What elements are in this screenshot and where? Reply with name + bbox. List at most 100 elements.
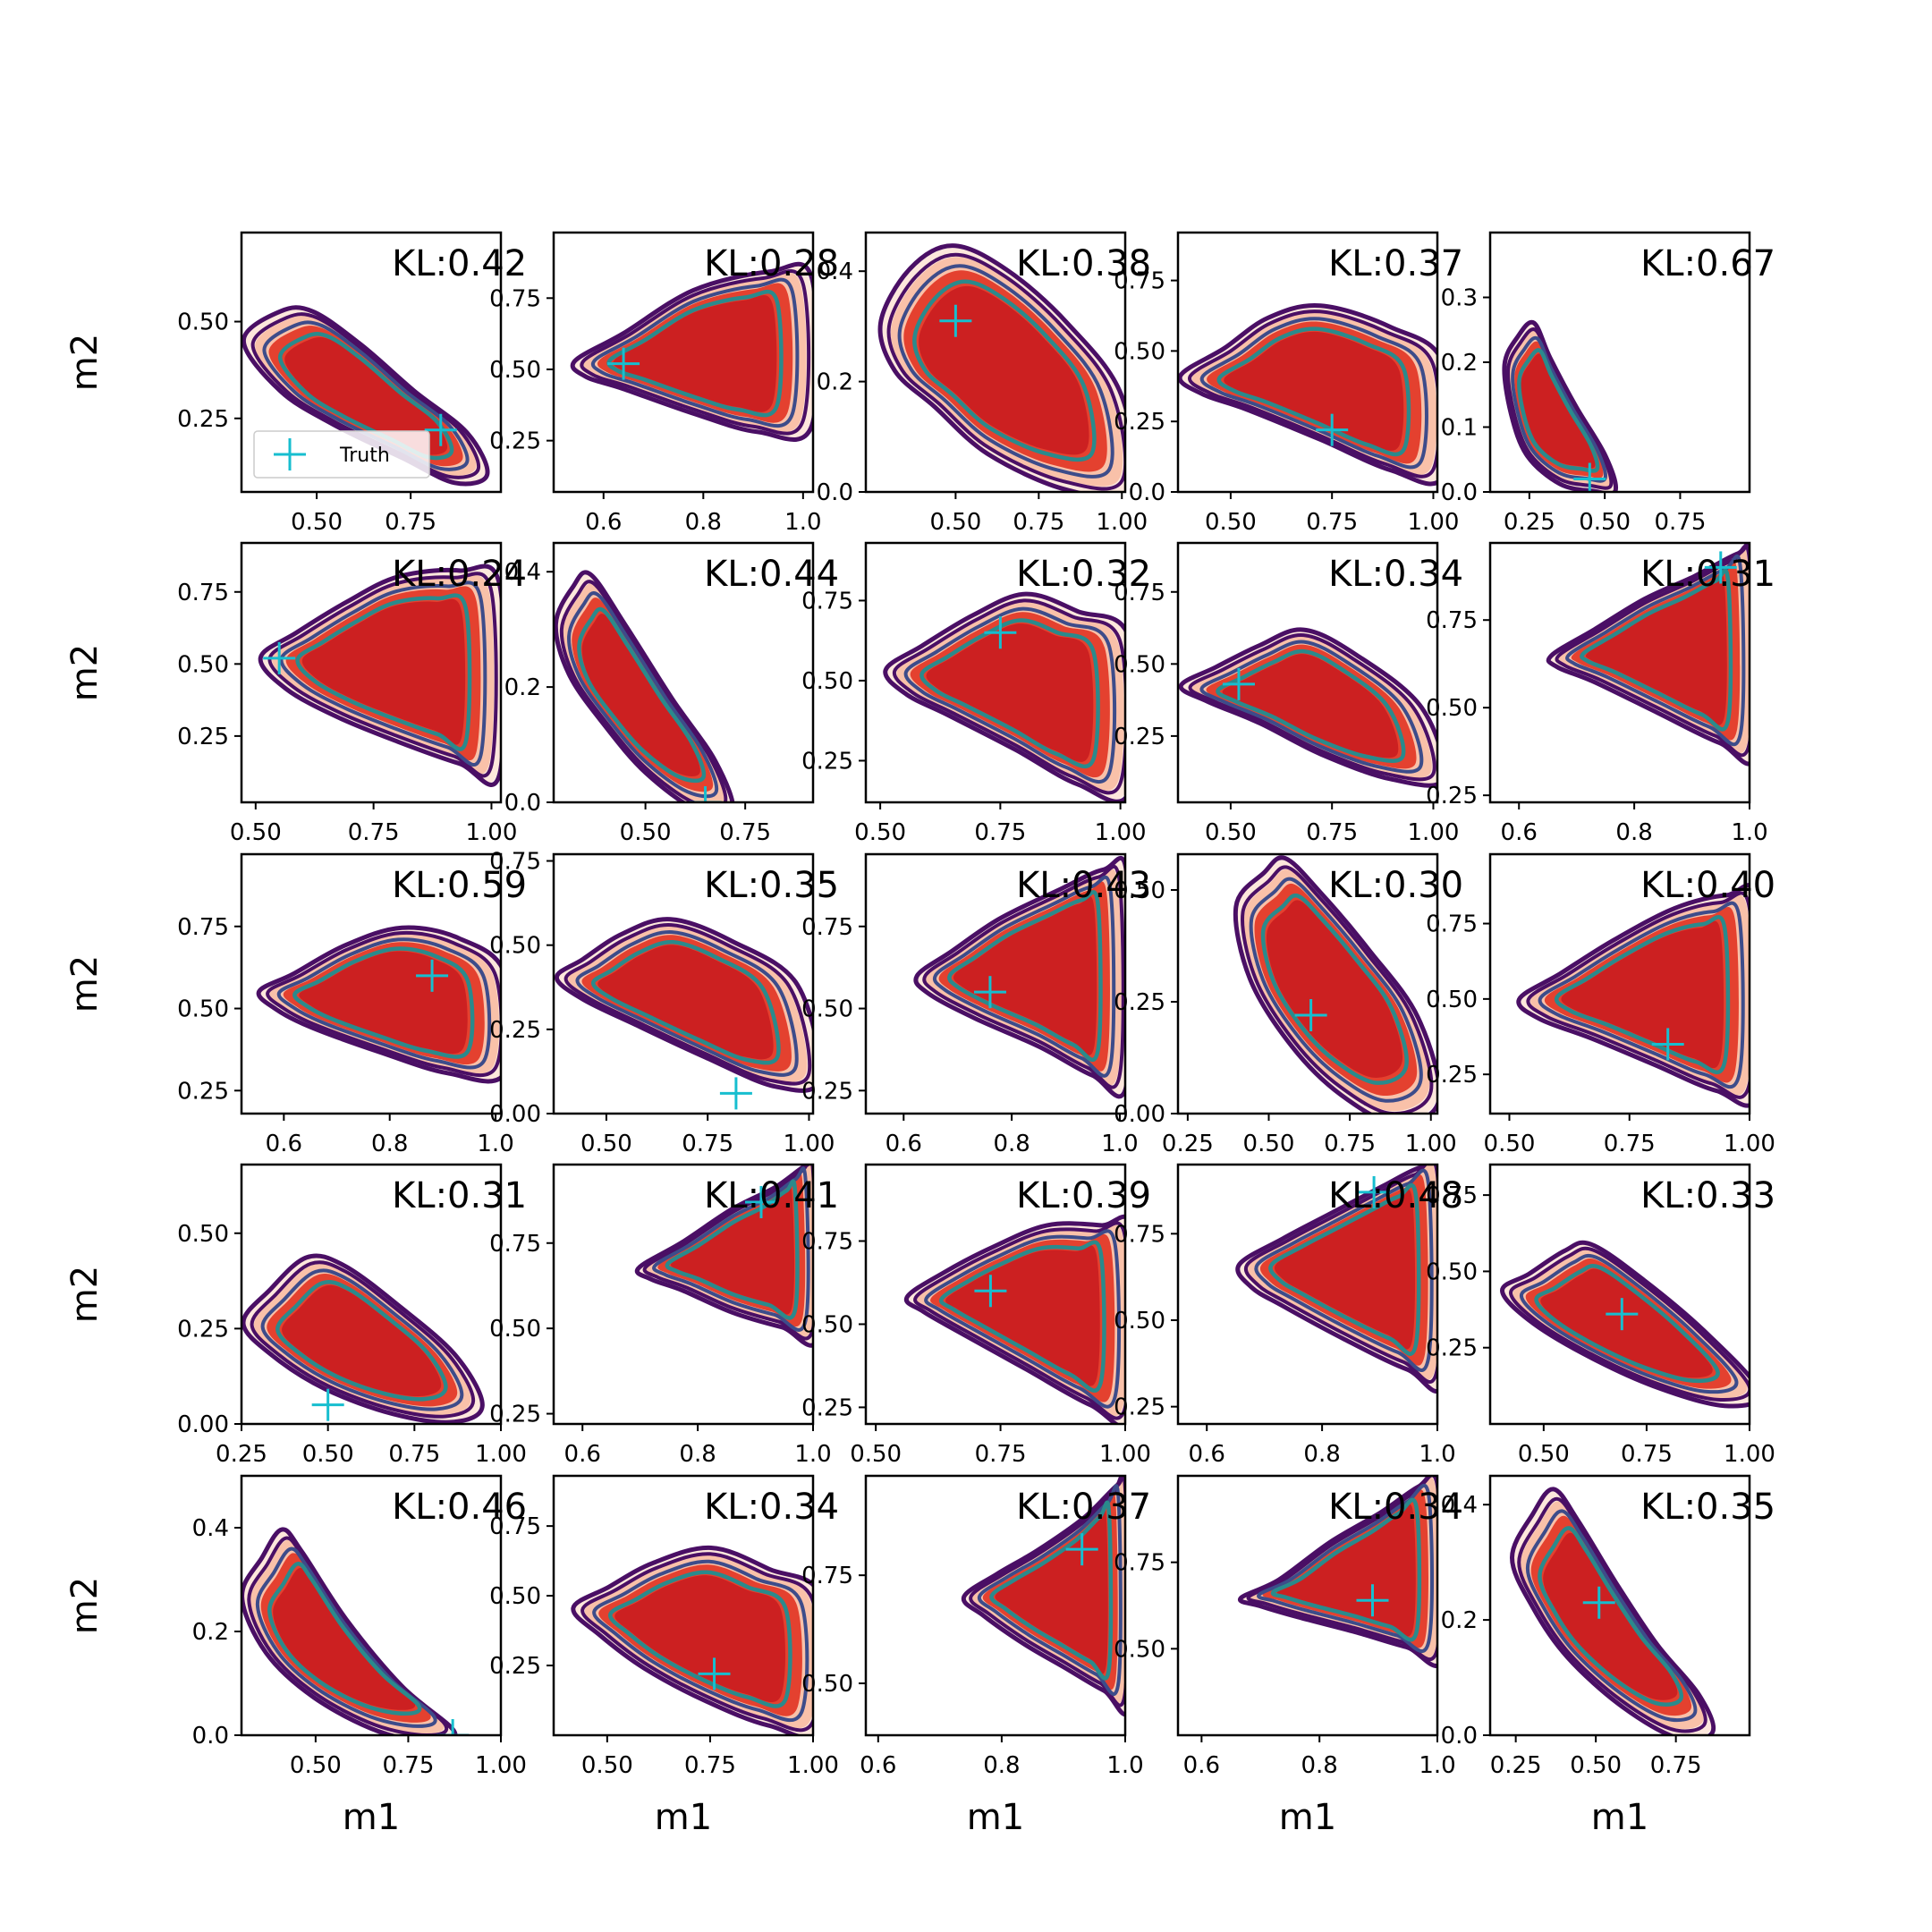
contour-line-4 xyxy=(267,1562,422,1716)
truth-marker xyxy=(263,641,296,674)
panel-8: 0.50 0.75 1.00 0.25 0.50 0.75 KL:0.32 xyxy=(801,541,1151,846)
contour-line-1 xyxy=(1235,1165,1437,1394)
x-tick-label: 1.00 xyxy=(1096,509,1148,536)
contour-line-4 xyxy=(1517,348,1600,473)
contour-line-4 xyxy=(1268,1182,1421,1356)
contour-line-2 xyxy=(1188,309,1437,479)
contour-line-3 xyxy=(652,1166,810,1332)
y-tick-label: 0.50 xyxy=(1114,1308,1165,1335)
contour-line-3 xyxy=(1257,1483,1435,1653)
x-tick-label: 1.00 xyxy=(1408,819,1460,846)
contour-line-4 xyxy=(1580,568,1733,732)
y-tick-label: 0.4 xyxy=(817,258,853,285)
axes-frame xyxy=(1488,541,1751,804)
density-fill-level-4 xyxy=(1540,1268,1713,1378)
y-tick-label: 0.25 xyxy=(1426,1062,1478,1089)
y-tick-label: 0.3 xyxy=(1441,285,1478,312)
contour-line-3 xyxy=(897,264,1114,479)
x-tick-label: 0.75 xyxy=(388,1441,440,1468)
x-tick-label: 1.00 xyxy=(1724,1131,1775,1157)
x-tick-label: 0.75 xyxy=(684,1752,736,1779)
plot-area xyxy=(571,1545,813,1735)
panel-22: 0.50 0.75 1.00 0.25 0.50 0.75 KL:0.34 m1 xyxy=(489,1474,839,1838)
contour-line-2 xyxy=(886,252,1125,491)
contour-line-3 xyxy=(1254,1168,1434,1372)
x-tick-label: 1.0 xyxy=(1106,1752,1143,1779)
x-tick-label: 0.6 xyxy=(1501,819,1538,846)
x-tick-label: 0.50 xyxy=(1205,819,1257,846)
panel-21: 0.50 0.75 1.00 0.0 0.2 0.4 KL:0.46 m2 m1 xyxy=(64,1474,527,1838)
y-tick-label: 0.2 xyxy=(504,674,541,701)
density-fill-level-4 xyxy=(1561,920,1724,1069)
x-tick-label: 0.6 xyxy=(886,1131,922,1157)
x-tick-label: 0.50 xyxy=(290,1752,342,1779)
y-tick-label: 0.0 xyxy=(1441,479,1478,506)
truth-marker xyxy=(607,347,640,380)
contour-line-4 xyxy=(1260,893,1409,1085)
contour-line-3 xyxy=(932,875,1116,1078)
contour-line-1 xyxy=(913,855,1125,1099)
y-tick-label: 0.75 xyxy=(1114,1221,1165,1248)
axes-frame xyxy=(864,1163,1127,1426)
contour-line-4 xyxy=(295,593,472,751)
kl-divergence-label: KL:0.43 xyxy=(1016,865,1151,906)
kl-divergence-label: KL:0.34 xyxy=(704,1487,839,1528)
panel-19: 0.6 0.8 1.0 0.25 0.50 0.75 KL:0.48 xyxy=(1114,1163,1463,1468)
contour-line-4 xyxy=(989,1500,1114,1681)
y-tick-label: 0.0 xyxy=(817,479,853,506)
axes-frame xyxy=(1176,541,1439,804)
plot-area xyxy=(961,1476,1125,1717)
contour-line-1 xyxy=(961,1476,1125,1717)
x-tick-label: 1.00 xyxy=(787,1752,839,1779)
plot-area xyxy=(1233,855,1437,1114)
x-tick-label: 1.00 xyxy=(784,1131,835,1157)
truth-marker xyxy=(1222,667,1255,700)
density-fill-level-4 xyxy=(1274,1189,1416,1350)
x-tick-label: 0.6 xyxy=(585,509,622,536)
contour-line-3 xyxy=(1565,554,1746,747)
x-tick-label: 1.0 xyxy=(1419,1752,1455,1779)
x-tick-label: 1.0 xyxy=(784,509,821,536)
panel-4: 0.50 0.75 1.00 0.0 0.25 0.50 0.75 KL:0.37 xyxy=(1114,231,1463,536)
y-tick-label: 0.50 xyxy=(177,1221,229,1248)
axes-frame xyxy=(864,231,1127,494)
y-tick-label: 0.50 xyxy=(1114,651,1165,678)
axes-frame xyxy=(864,852,1127,1115)
density-fill-level-4 xyxy=(926,623,1094,762)
contour-line-3 xyxy=(276,937,492,1070)
contour-line-2 xyxy=(267,572,498,778)
truth-marker xyxy=(1573,462,1606,492)
contour-line-3 xyxy=(1249,877,1423,1103)
y-tick-label: 0.25 xyxy=(1426,783,1478,809)
plot-area xyxy=(1510,1487,1716,1735)
contour-line-2 xyxy=(1246,1476,1437,1662)
x-tick-label: 1.0 xyxy=(477,1131,513,1157)
contour-line-2 xyxy=(1509,1246,1750,1402)
kl-divergence-label: KL:0.31 xyxy=(1640,554,1775,595)
contour-line-3 xyxy=(1199,317,1428,470)
kl-divergence-label: KL:0.31 xyxy=(392,1175,527,1216)
x-axis-label: m1 xyxy=(343,1797,400,1838)
y-tick-label: 0.75 xyxy=(1426,1182,1478,1209)
density-fill-level-4 xyxy=(613,294,777,412)
contour-line-1 xyxy=(1237,1476,1437,1668)
truth-marker xyxy=(1358,1175,1391,1208)
contour-line-4 xyxy=(606,289,784,418)
contour-line-4 xyxy=(1216,648,1406,763)
contour-line-3 xyxy=(592,1559,809,1723)
contour-line-2 xyxy=(1244,1165,1437,1384)
contour-line-3 xyxy=(903,606,1117,784)
contour-line-2 xyxy=(250,1260,476,1419)
y-tick-label: 0.75 xyxy=(489,1231,541,1258)
truth-marker xyxy=(1065,1533,1098,1566)
y-tick-label: 0.25 xyxy=(801,1394,853,1421)
kl-divergence-label: KL:0.37 xyxy=(1016,1487,1151,1528)
x-tick-label: 0.6 xyxy=(564,1441,601,1468)
contour-line-4 xyxy=(608,1570,792,1708)
density-fill-level-4 xyxy=(945,1245,1100,1386)
contour-line-2 xyxy=(913,1221,1125,1420)
density-fill-level-4 xyxy=(1585,574,1727,725)
y-tick-label: 0.25 xyxy=(489,428,541,455)
density-fill-level-4 xyxy=(953,896,1097,1055)
axes-frame xyxy=(1488,1163,1751,1426)
